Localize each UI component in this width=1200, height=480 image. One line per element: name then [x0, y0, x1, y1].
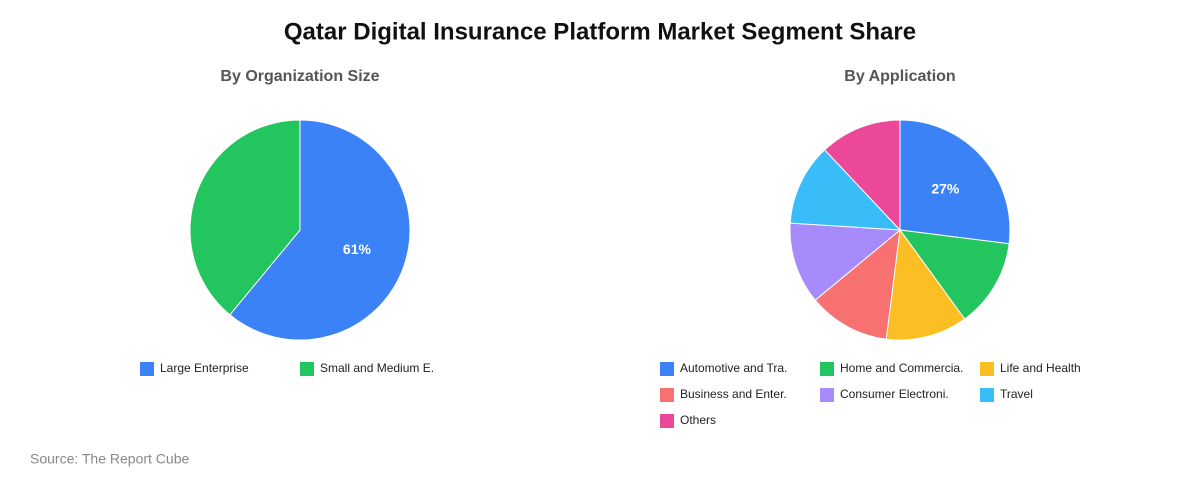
- legend-swatch: [660, 388, 674, 402]
- source: Source: The Report Cube: [30, 451, 189, 467]
- pie-slice: [823, 119, 901, 232]
- legend-label: Automotive and Tra.: [680, 361, 787, 375]
- chart-subtitle: By Organization Size: [220, 68, 379, 85]
- pie-slice: [229, 119, 411, 341]
- page-title: Qatar Digital Insurance Platform Market …: [284, 18, 916, 45]
- pie-slice: [814, 228, 901, 340]
- pie-slice: [789, 222, 902, 301]
- pie-slice: [189, 119, 301, 316]
- legend-label: Consumer Electroni.: [840, 387, 949, 401]
- pie-slice: [899, 119, 1011, 245]
- chart-subtitle: By Application: [844, 68, 955, 85]
- pie-slice: [898, 229, 1010, 320]
- pie-slice: [885, 228, 966, 341]
- legend-label: Others: [680, 413, 716, 427]
- value-label: 61%: [343, 241, 372, 257]
- legend-label: Business and Enter.: [680, 387, 787, 401]
- legend-swatch: [660, 414, 674, 428]
- legend-swatch: [140, 362, 154, 376]
- legend-label: Small and Medium E.: [320, 361, 434, 375]
- legend-label: Travel: [1000, 387, 1033, 401]
- legend-swatch: [820, 388, 834, 402]
- legend-swatch: [300, 362, 314, 376]
- legend-label: Life and Health: [1000, 361, 1081, 375]
- legend-swatch: [980, 362, 994, 376]
- value-label: 27%: [931, 181, 960, 197]
- legend-swatch: [660, 362, 674, 376]
- legend-swatch: [980, 388, 994, 402]
- legend-swatch: [820, 362, 834, 376]
- legend-label: Large Enterprise: [160, 361, 249, 375]
- pie-slice: [789, 149, 902, 231]
- legend-label: Home and Commercia.: [840, 361, 963, 375]
